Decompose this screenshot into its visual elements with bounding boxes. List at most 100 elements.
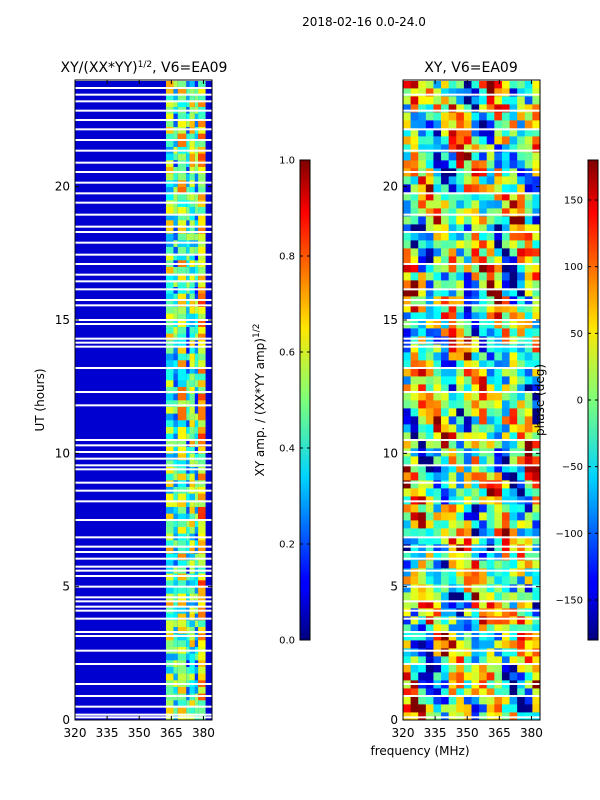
phase-cell xyxy=(524,192,533,201)
amplitude-cell xyxy=(165,266,174,274)
phase-cell xyxy=(418,304,427,313)
amplitude-cell xyxy=(177,333,187,341)
phase-cell xyxy=(463,656,472,665)
phase-cell xyxy=(448,184,457,193)
phase-cell xyxy=(448,568,457,577)
phase-cell xyxy=(517,224,526,233)
phase-cell xyxy=(433,696,442,705)
flagged-row xyxy=(403,649,540,652)
amplitude-cell xyxy=(198,446,206,454)
phase-cell xyxy=(448,232,457,241)
phase-cell xyxy=(433,192,442,201)
phase-cell xyxy=(501,240,510,249)
phase-cell xyxy=(418,552,427,561)
phase-xtick-label: 335 xyxy=(424,726,447,740)
phase-cell xyxy=(524,392,533,401)
phase-cell xyxy=(486,416,495,425)
amplitude-cell xyxy=(198,233,206,241)
amplitude-cell xyxy=(177,706,187,714)
amplitude-cell xyxy=(177,326,187,334)
phase-cell xyxy=(532,640,540,649)
flagged-row xyxy=(403,149,540,152)
amplitude-cell xyxy=(173,140,178,147)
flagged-row xyxy=(75,545,212,548)
amplitude-cell xyxy=(165,280,174,287)
phase-cell xyxy=(410,176,419,185)
amplitude-cell xyxy=(189,413,195,421)
phase-cell xyxy=(532,520,540,529)
phase-cell xyxy=(418,608,427,617)
phase-cell xyxy=(448,216,457,225)
amplitude-cell xyxy=(189,333,195,341)
phase-cell xyxy=(448,328,457,337)
shared-xlabel: frequency (MHz) xyxy=(370,744,469,758)
flagged-row xyxy=(403,93,540,96)
phase-cell xyxy=(501,512,510,521)
phase-cell xyxy=(433,160,442,169)
phase-cell xyxy=(403,144,412,153)
amplitude-cell xyxy=(194,193,199,201)
phase-cell xyxy=(501,544,510,553)
phase-cell xyxy=(471,384,480,393)
phase-cell xyxy=(494,560,503,569)
phase-cell xyxy=(479,480,488,489)
phase-cell xyxy=(486,672,495,681)
phase-cell xyxy=(403,640,412,649)
amplitude-cell xyxy=(173,613,178,621)
phase-cell xyxy=(486,576,495,585)
phase-cell xyxy=(532,608,540,617)
phase-cell xyxy=(410,464,419,473)
phase-cell xyxy=(532,576,540,585)
phase-cell xyxy=(486,552,495,561)
phase-cell xyxy=(403,344,412,353)
amplitude-cell xyxy=(165,193,174,201)
phase-cell xyxy=(486,96,495,105)
amplitude-cell xyxy=(198,166,206,174)
amplitude-cell xyxy=(165,246,174,254)
phase-cell xyxy=(479,312,488,321)
amplitude-cell xyxy=(165,300,174,307)
flagged-row xyxy=(75,451,212,453)
phase-cell xyxy=(471,256,480,265)
phase-cell xyxy=(479,576,488,585)
phase-cell xyxy=(517,672,526,681)
amplitude-cell xyxy=(173,226,178,234)
phase-cell xyxy=(433,256,442,265)
phase-cell xyxy=(448,200,457,209)
phase-cell xyxy=(532,616,540,625)
phase-cell xyxy=(441,624,450,633)
amplitude-cell xyxy=(198,560,206,567)
amplitude-cell xyxy=(189,540,195,547)
amplitude-cell xyxy=(186,440,190,447)
phase-cell xyxy=(471,536,480,545)
flagged-row xyxy=(403,109,540,112)
phase-cell xyxy=(509,80,518,89)
amplitude-cell xyxy=(189,426,195,434)
phase-cell xyxy=(456,144,465,153)
phase-cell xyxy=(433,144,442,153)
phase-cell xyxy=(509,560,518,569)
phase-cell xyxy=(418,464,427,473)
amplitude-cell xyxy=(194,206,199,214)
phase-cell xyxy=(494,184,503,193)
phase-cell xyxy=(494,704,503,713)
amplitude-colorbar-label: XY amp. / (XX*YY amp)1/2 xyxy=(252,324,267,477)
amplitude-cell xyxy=(186,113,190,121)
phase-cell xyxy=(509,344,518,353)
phase-cell xyxy=(403,552,412,561)
phase-cell xyxy=(433,376,442,385)
phase-cell xyxy=(433,576,442,585)
amplitude-cell xyxy=(189,493,195,501)
phase-cell xyxy=(418,704,427,713)
flagged-row xyxy=(75,536,212,539)
amplitude-cell xyxy=(194,173,199,181)
flagged-row xyxy=(403,536,540,539)
phase-cell xyxy=(524,440,533,449)
phase-cell xyxy=(517,664,526,673)
phase-cell xyxy=(410,256,419,265)
amplitude-cell xyxy=(186,186,190,194)
phase-cell xyxy=(524,496,533,505)
flagged-row xyxy=(75,192,212,195)
phase-cell xyxy=(456,128,465,137)
phase-cell xyxy=(479,496,488,505)
